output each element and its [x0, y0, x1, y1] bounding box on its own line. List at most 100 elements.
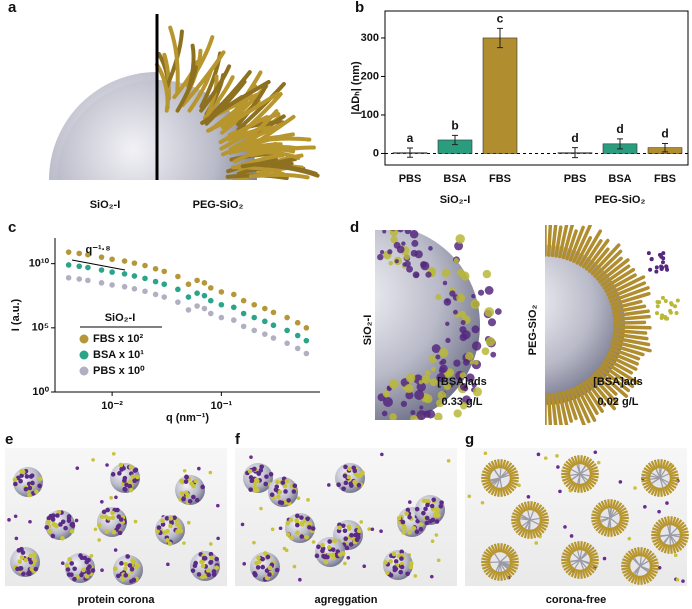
free-protein: [292, 564, 297, 569]
protein: [416, 410, 427, 420]
adsorbed-protein: [110, 472, 116, 477]
adsorbed-protein: [128, 479, 133, 484]
adsorbed-protein: [90, 568, 96, 573]
protein: [435, 354, 441, 360]
adsorbed-protein: [184, 474, 189, 480]
peg-chain: [490, 477, 501, 481]
data-point: [270, 322, 277, 329]
protein: [477, 289, 485, 296]
data-point: [194, 303, 200, 309]
protein: [453, 409, 462, 418]
adsorbed-protein: [423, 506, 428, 512]
adsorbed-protein: [96, 522, 102, 528]
free-protein: [182, 468, 187, 473]
y-axis-label: |ΔDₕ| (nm): [350, 61, 362, 115]
x-tick-label: BSA: [443, 173, 466, 185]
adsorbed-protein: [274, 567, 280, 573]
protein: [409, 415, 419, 420]
protein: [390, 230, 396, 231]
adsorbed-protein: [307, 521, 313, 527]
data-point: [230, 304, 237, 311]
adsorbed-protein: [214, 556, 220, 562]
adsorbed-protein: [32, 552, 37, 558]
peg-chain: [154, 62, 170, 110]
protein: [393, 241, 401, 249]
protein: [481, 347, 490, 356]
data-point: [142, 288, 148, 295]
data-point: [98, 254, 105, 260]
adsorbed-protein: [405, 507, 411, 513]
free-protein: [28, 519, 32, 524]
protein: [443, 382, 452, 390]
adsorbed-protein: [135, 474, 140, 480]
adsorbed-protein: [19, 473, 24, 478]
adsorbed-protein: [67, 556, 73, 562]
free-protein: [111, 451, 116, 456]
adsorbed-protein: [125, 554, 131, 559]
free-protein: [434, 533, 439, 537]
free-protein: [197, 466, 201, 471]
free-protein: [216, 503, 220, 508]
x-tick-label: FBS: [489, 173, 511, 185]
peg-chain: [578, 383, 599, 415]
protein: [431, 344, 441, 354]
adsorbed-protein: [388, 559, 393, 564]
error-bar: [662, 142, 668, 153]
protein: [436, 372, 446, 383]
adsorbed-protein: [32, 558, 38, 563]
protein: [411, 426, 417, 432]
adsorbed-protein: [419, 522, 424, 527]
peg-chain: [639, 556, 642, 567]
y-tick-label: 100: [361, 109, 379, 121]
panel-label: g: [465, 431, 474, 448]
free-protein: [362, 564, 367, 569]
free-protein: [186, 520, 191, 525]
data-point: [251, 327, 258, 334]
data-point: [251, 314, 258, 321]
data-point: [152, 278, 159, 285]
adsorbed-protein: [63, 525, 68, 531]
data-point: [65, 249, 72, 255]
protein: [445, 337, 451, 344]
panel-caption: corona-free: [546, 594, 607, 606]
adsorbed-protein: [346, 474, 351, 480]
protein: [416, 382, 426, 392]
adsorbed-protein: [316, 544, 321, 550]
protein: [484, 286, 494, 295]
peg-half: [57, 25, 320, 180]
protein: [423, 394, 433, 404]
peg-chain: [243, 136, 312, 144]
adsorbed-protein: [280, 480, 286, 485]
peg-chain: [529, 517, 540, 521]
adsorbed-protein: [337, 525, 343, 531]
adsorbed-protein: [164, 538, 170, 543]
peg-chain: [602, 360, 640, 385]
data-point: [142, 262, 148, 269]
adsorbed-protein: [132, 468, 138, 473]
peg-chain: [236, 84, 268, 127]
x-tick-label: BSA: [608, 173, 631, 185]
data-point: [207, 285, 214, 291]
protein: [459, 326, 467, 334]
adsorbed-protein: [84, 574, 90, 579]
adsorbed-protein: [354, 537, 360, 543]
free-protein: [665, 501, 669, 505]
protein: [388, 211, 397, 220]
adsorbed-protein: [438, 503, 444, 509]
peg-chain: [664, 534, 671, 544]
adsorbed-protein: [87, 564, 92, 569]
free-protein: [429, 574, 434, 579]
data-point: [161, 268, 168, 275]
adsorbed-protein: [399, 556, 404, 561]
peg-chain: [180, 50, 226, 107]
adsorbed-protein: [320, 542, 325, 548]
protein: [472, 387, 483, 397]
adsorbed-protein: [385, 570, 390, 576]
protein: [471, 382, 477, 388]
peg-chain: [590, 374, 619, 405]
peg-chain: [611, 299, 643, 311]
adsorbed-protein: [434, 519, 440, 524]
data-point: [131, 260, 138, 266]
peg-chain: [659, 473, 670, 479]
adsorbed-protein: [320, 548, 325, 554]
